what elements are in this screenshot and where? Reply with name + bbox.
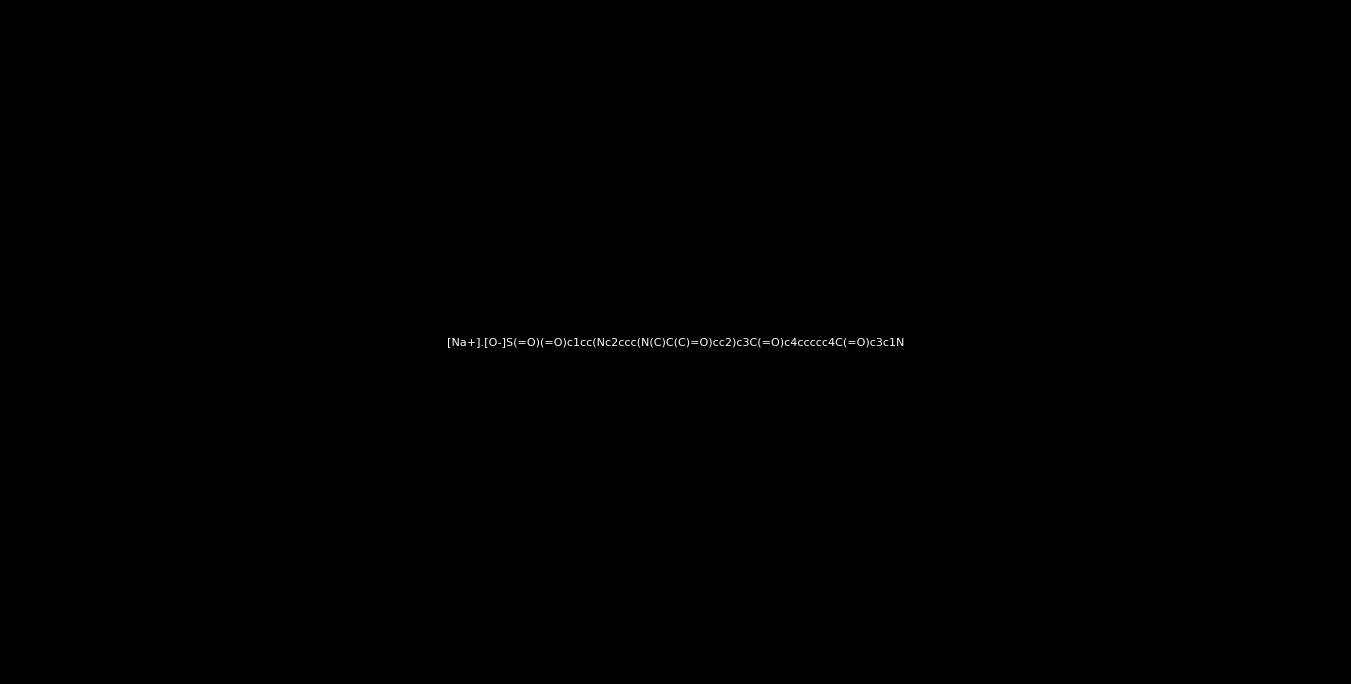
Text: [Na+].[O-]S(=O)(=O)c1cc(Nc2ccc(N(C)C(C)=O)cc2)c3C(=O)c4ccccc4C(=O)c3c1N: [Na+].[O-]S(=O)(=O)c1cc(Nc2ccc(N(C)C(C)=… xyxy=(447,337,904,347)
